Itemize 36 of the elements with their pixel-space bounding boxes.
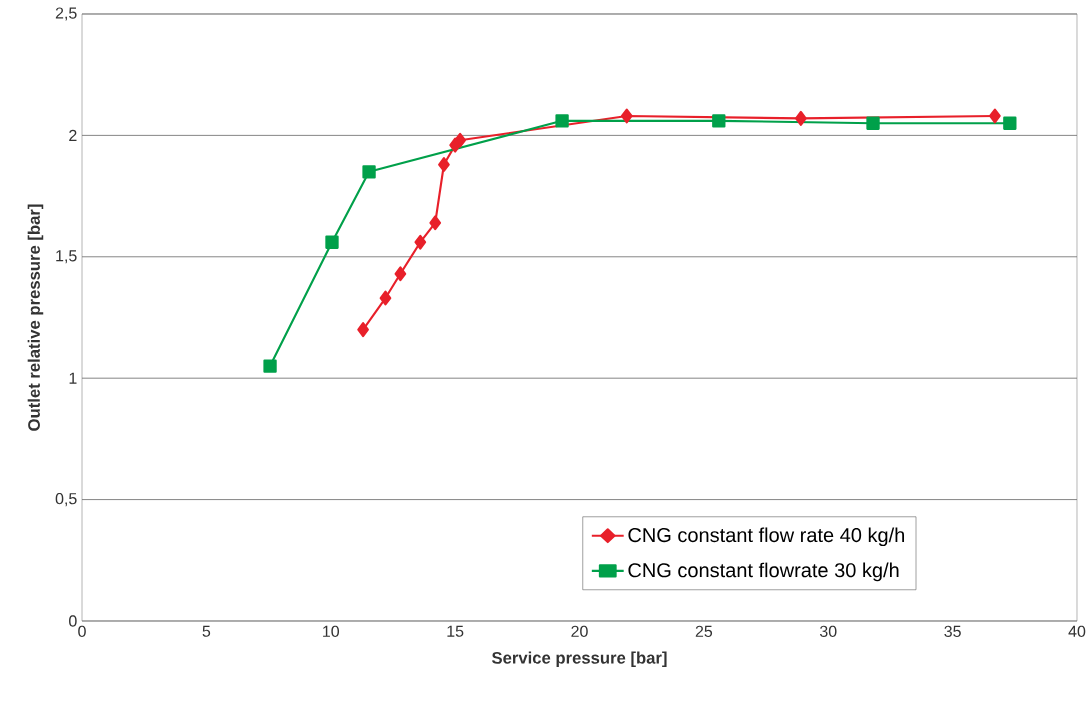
point	[379, 290, 392, 306]
x-tick-label: 5	[202, 625, 211, 637]
point	[414, 234, 427, 250]
point	[454, 132, 466, 148]
point	[357, 322, 369, 338]
y-tick-label: 1,5	[56, 250, 77, 264]
x-tick-label: 25	[695, 625, 713, 638]
point	[712, 114, 726, 128]
x-tick-label: 0	[78, 625, 86, 638]
point	[429, 215, 442, 231]
x-tick-label: 35	[944, 625, 961, 638]
point	[394, 266, 407, 282]
point	[866, 116, 880, 130]
legend-label: CNG constant flow rate 40 kg/h	[628, 527, 905, 547]
y-axis-title: Outlet relative pressure [bar]	[27, 204, 44, 431]
x-tick-label: 40	[1068, 625, 1086, 638]
legend-label: CNG constant flowrate 30 kg/h	[628, 562, 899, 582]
point	[795, 110, 807, 126]
point	[989, 108, 1001, 124]
y-tick-label: 0,5	[55, 492, 77, 507]
x-tick-label: 10	[323, 625, 340, 638]
point	[620, 108, 633, 124]
x-tick-label: 30	[819, 625, 837, 638]
point	[555, 114, 569, 128]
x-axis-title: Service pressure [bar]	[491, 651, 667, 668]
point	[438, 157, 450, 172]
point	[325, 235, 339, 249]
x-tick-label: 20	[571, 625, 588, 638]
point	[263, 359, 277, 373]
y-tick-label: 1	[69, 372, 77, 384]
y-tick-label: 0	[69, 615, 77, 627]
point	[1003, 116, 1017, 130]
point	[362, 165, 376, 179]
y-tick-label: 2,5	[55, 7, 77, 21]
y-tick-label: 2	[69, 129, 77, 141]
x-tick-label: 15	[447, 625, 464, 637]
